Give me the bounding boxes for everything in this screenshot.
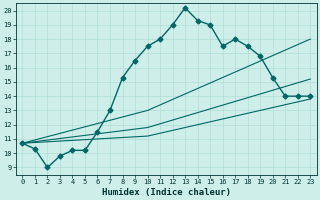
X-axis label: Humidex (Indice chaleur): Humidex (Indice chaleur) — [102, 188, 231, 197]
